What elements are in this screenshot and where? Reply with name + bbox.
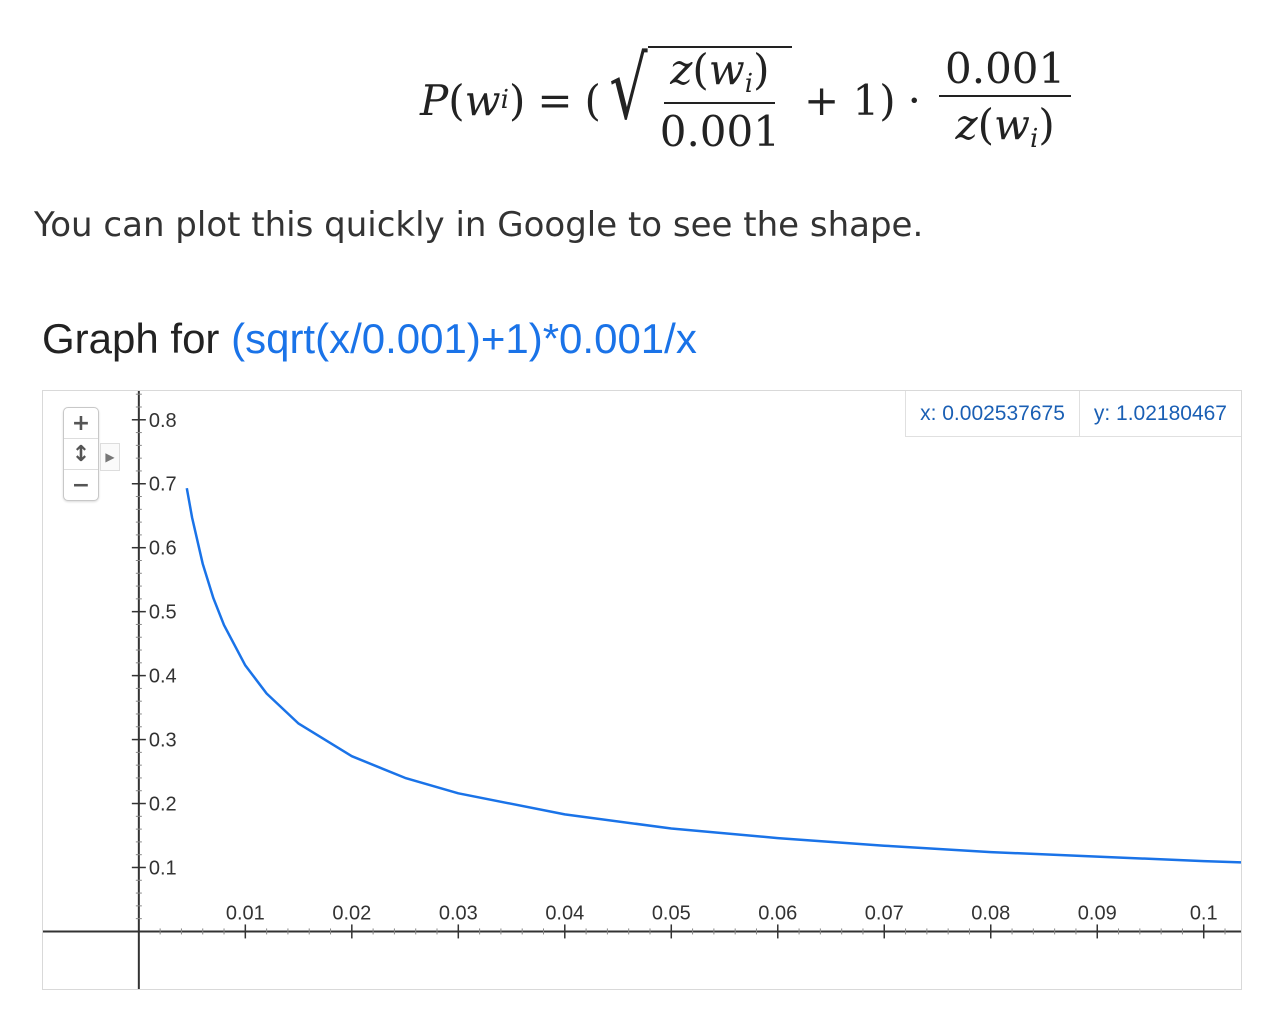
formula-sqrt: √ z(wi) 0.001: [601, 46, 792, 154]
y-tick-label: 0.3: [149, 730, 177, 752]
readout-x: x: 0.002537675: [905, 391, 1079, 437]
y-tick-label: 0.2: [149, 794, 177, 816]
pan-icon[interactable]: ↕: [64, 438, 98, 470]
x-tick-label: 0.03: [439, 902, 478, 924]
formula-fraction-left: z(wi) 0.001: [659, 44, 780, 157]
zoom-out-icon[interactable]: −: [71, 472, 91, 498]
formula-equals: =: [537, 75, 573, 125]
y-tick-label: 0.4: [149, 666, 177, 688]
zoom-control: + ↕ −: [63, 407, 99, 501]
formula-lhs-var: w: [464, 75, 501, 125]
formula-plus-one: + 1): [803, 75, 896, 125]
y-tick-label: 0.6: [149, 538, 177, 560]
graph-expression-link[interactable]: (sqrt(x/0.001)+1)*0.001/x: [231, 315, 697, 362]
graph-heading-prefix: Graph for: [42, 315, 220, 362]
x-tick-label: 0.01: [226, 902, 265, 924]
sqrt-symbol-icon: √: [609, 38, 648, 139]
x-tick-label: 0.05: [652, 902, 691, 924]
readout-y: y: 1.02180467: [1078, 391, 1241, 437]
x-tick-label: 0.06: [758, 902, 797, 924]
x-tick-label: 0.04: [545, 902, 584, 924]
x-tick-label: 0.02: [332, 902, 371, 924]
x-tick-label: 0.08: [971, 902, 1010, 924]
x-tick-label: 0.07: [865, 902, 904, 924]
y-tick-label: 0.8: [149, 410, 177, 432]
formula-lhs-func: P: [420, 75, 449, 125]
zoom-in-icon[interactable]: +: [71, 410, 91, 436]
y-tick-label: 0.7: [149, 474, 177, 496]
x-tick-label: 0.09: [1078, 902, 1117, 924]
function-curve: [185, 487, 1241, 864]
y-tick-label: 0.1: [149, 857, 177, 879]
formula-fraction-right: 0.001 z(wi): [939, 46, 1072, 153]
graph-plot-area[interactable]: 0.01 0.02 0.03 0.04 0.05 0.06 0.07 0.08 0.09 0.1 0…: [42, 390, 1242, 990]
formula-dot: ·: [907, 75, 921, 125]
function-chart[interactable]: 0.01 0.02 0.03 0.04 0.05 0.06 0.07 0.08 0.09 0.1 0…: [43, 391, 1241, 989]
formula-lhs-sub: i: [500, 85, 509, 115]
formula-open-paren: (: [584, 75, 601, 125]
graph-heading: Graph for (sqrt(x/0.001)+1)*0.001/x: [42, 315, 697, 363]
y-tick-label: 0.5: [149, 602, 177, 624]
x-tick-label: 0.1: [1190, 902, 1218, 924]
formula: P(w i) = ( √ z(wi) 0.001 + 1) · 0.001 z(w…: [420, 30, 1077, 170]
zoom-expand-arrow-icon[interactable]: ▶: [100, 443, 120, 471]
body-sentence: You can plot this quickly in Google to s…: [34, 205, 924, 245]
coordinate-readout: x: 0.002537675 y: 1.02180467: [905, 391, 1241, 437]
